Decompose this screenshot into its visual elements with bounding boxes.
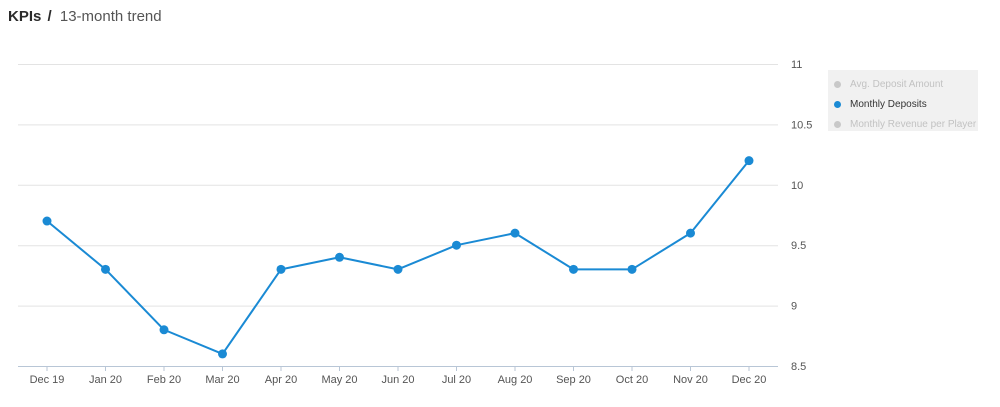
x-tick-label: Apr 20 xyxy=(265,374,297,386)
x-tick-label: Dec 20 xyxy=(732,374,767,386)
legend-label: Monthly Revenue per Player xyxy=(850,118,977,130)
x-tick-label: May 20 xyxy=(321,374,357,386)
x-tick-label: Jul 20 xyxy=(442,374,471,386)
legend-item-monthly-deposits[interactable]: Monthly Deposits xyxy=(828,94,978,114)
data-point xyxy=(218,349,227,359)
series-line xyxy=(46,160,750,355)
data-point xyxy=(686,228,695,238)
x-tick-label: Feb 20 xyxy=(147,374,181,386)
data-point xyxy=(452,240,461,250)
legend-item-avg-deposit-amount[interactable]: Avg. Deposit Amount xyxy=(828,74,978,94)
x-tick-label: Jun 20 xyxy=(381,374,414,386)
data-point xyxy=(393,264,403,274)
x-tick-label: Nov 20 xyxy=(673,374,708,386)
page-subtitle: 13-month trend xyxy=(59,8,162,25)
chart-header: KPIs / 13-month trend xyxy=(8,7,162,27)
data-point xyxy=(744,156,754,166)
title-separator: / xyxy=(47,8,52,25)
x-tick-label: Oct 20 xyxy=(616,374,648,386)
data-point xyxy=(335,252,344,262)
chart-legend: Avg. Deposit Amount Monthly Deposits Mon… xyxy=(828,70,978,131)
x-tick-label: Sep 20 xyxy=(556,374,591,386)
data-point xyxy=(159,325,169,335)
x-tick-label: Mar 20 xyxy=(205,374,239,386)
x-tick-label: Aug 20 xyxy=(498,374,533,386)
y-tick-label: 11 xyxy=(791,59,802,71)
data-point xyxy=(510,228,520,238)
data-point xyxy=(42,216,52,226)
legend-dot-icon xyxy=(834,80,841,88)
data-point xyxy=(627,264,637,274)
y-tick-label: 9.5 xyxy=(791,240,806,252)
legend-dot-icon xyxy=(834,100,841,108)
data-point xyxy=(101,264,110,274)
x-tick-label: Jan 20 xyxy=(89,374,122,386)
legend-dot-icon xyxy=(834,120,841,128)
page-title: KPIs xyxy=(8,8,42,25)
y-tick-label: 9 xyxy=(791,301,797,313)
y-tick-label: 10.5 xyxy=(791,119,812,131)
y-tick-label: 10 xyxy=(791,180,803,192)
x-tick-label: Dec 19 xyxy=(30,374,65,386)
y-tick-label: 8.5 xyxy=(791,361,806,373)
data-point xyxy=(569,264,578,274)
legend-label: Avg. Deposit Amount xyxy=(850,78,944,90)
data-point xyxy=(276,264,286,274)
legend-label: Monthly Deposits xyxy=(850,98,927,110)
legend-item-monthly-revenue-per-player[interactable]: Monthly Revenue per Player xyxy=(828,114,978,134)
